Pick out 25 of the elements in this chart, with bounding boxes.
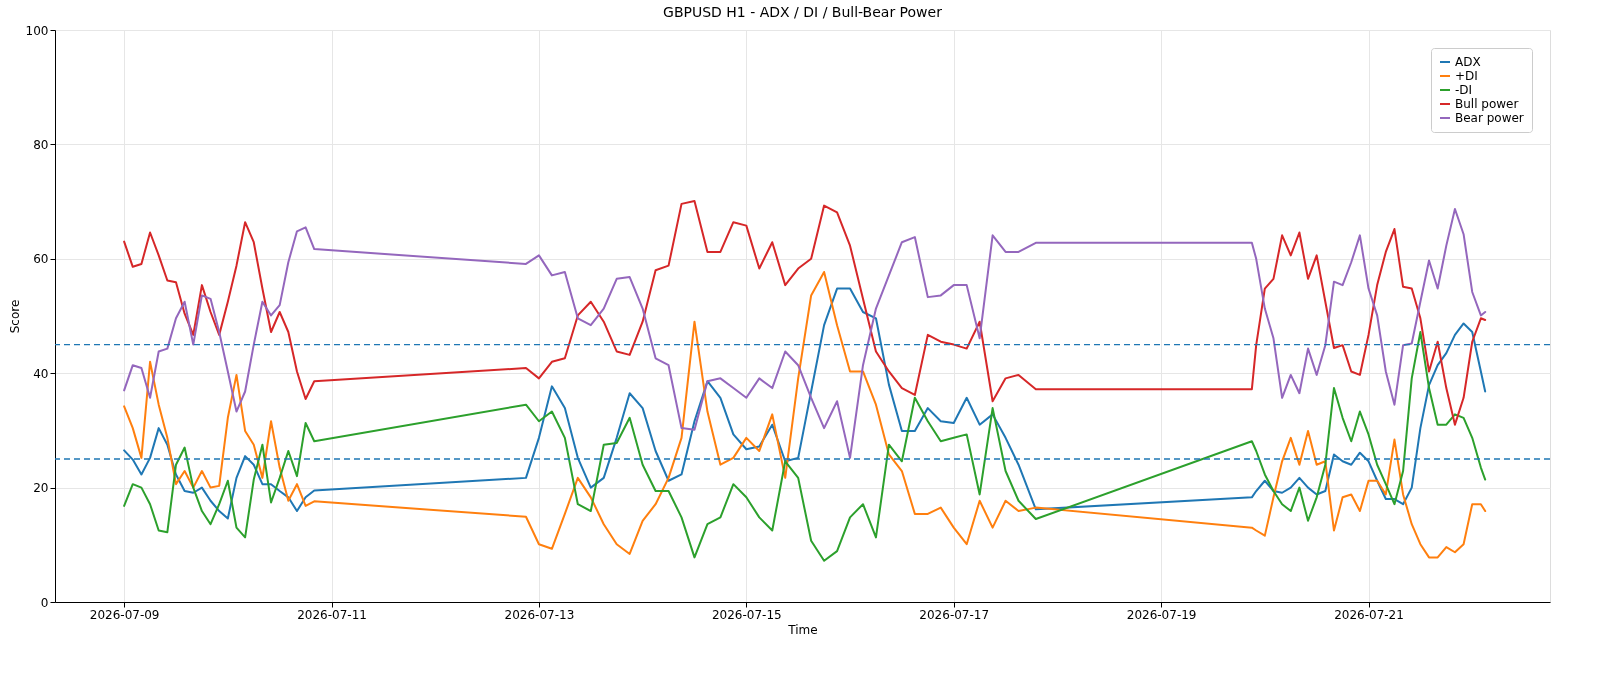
legend-label: ADX: [1455, 55, 1481, 69]
x-tick-label: 2026-07-21: [1334, 607, 1404, 622]
legend-label: -DI: [1455, 83, 1473, 97]
x-axis-title: Time: [787, 622, 818, 637]
line-series: [123, 208, 1487, 459]
line-series: [123, 331, 1487, 562]
y-tick-label: 60: [33, 252, 49, 267]
y-tick-label: 20: [33, 481, 49, 496]
line-series: [123, 200, 1487, 426]
legend-label: Bull power: [1455, 97, 1519, 111]
x-tick-label: 2026-07-15: [711, 607, 782, 622]
y-axis-title: Score: [7, 299, 22, 334]
y-tick-label: 80: [33, 137, 49, 152]
x-tick-label: 2026-07-13: [504, 607, 575, 622]
x-tick-label: 2026-07-09: [89, 607, 160, 622]
x-tick-label: 2026-07-17: [919, 607, 990, 622]
chart-title: GBPUSD H1 - ADX / DI / Bull-Bear Power: [663, 4, 943, 20]
x-tick-label: 2026-07-19: [1126, 607, 1197, 622]
legend-label: Bear power: [1455, 111, 1524, 125]
y-tick-label: 0: [40, 595, 49, 610]
legend-label: +DI: [1455, 69, 1478, 83]
line-series: [123, 270, 1487, 559]
y-tick-label: 40: [33, 366, 49, 381]
y-tick-label: 100: [25, 23, 49, 38]
x-tick-label: 2026-07-11: [297, 607, 367, 622]
